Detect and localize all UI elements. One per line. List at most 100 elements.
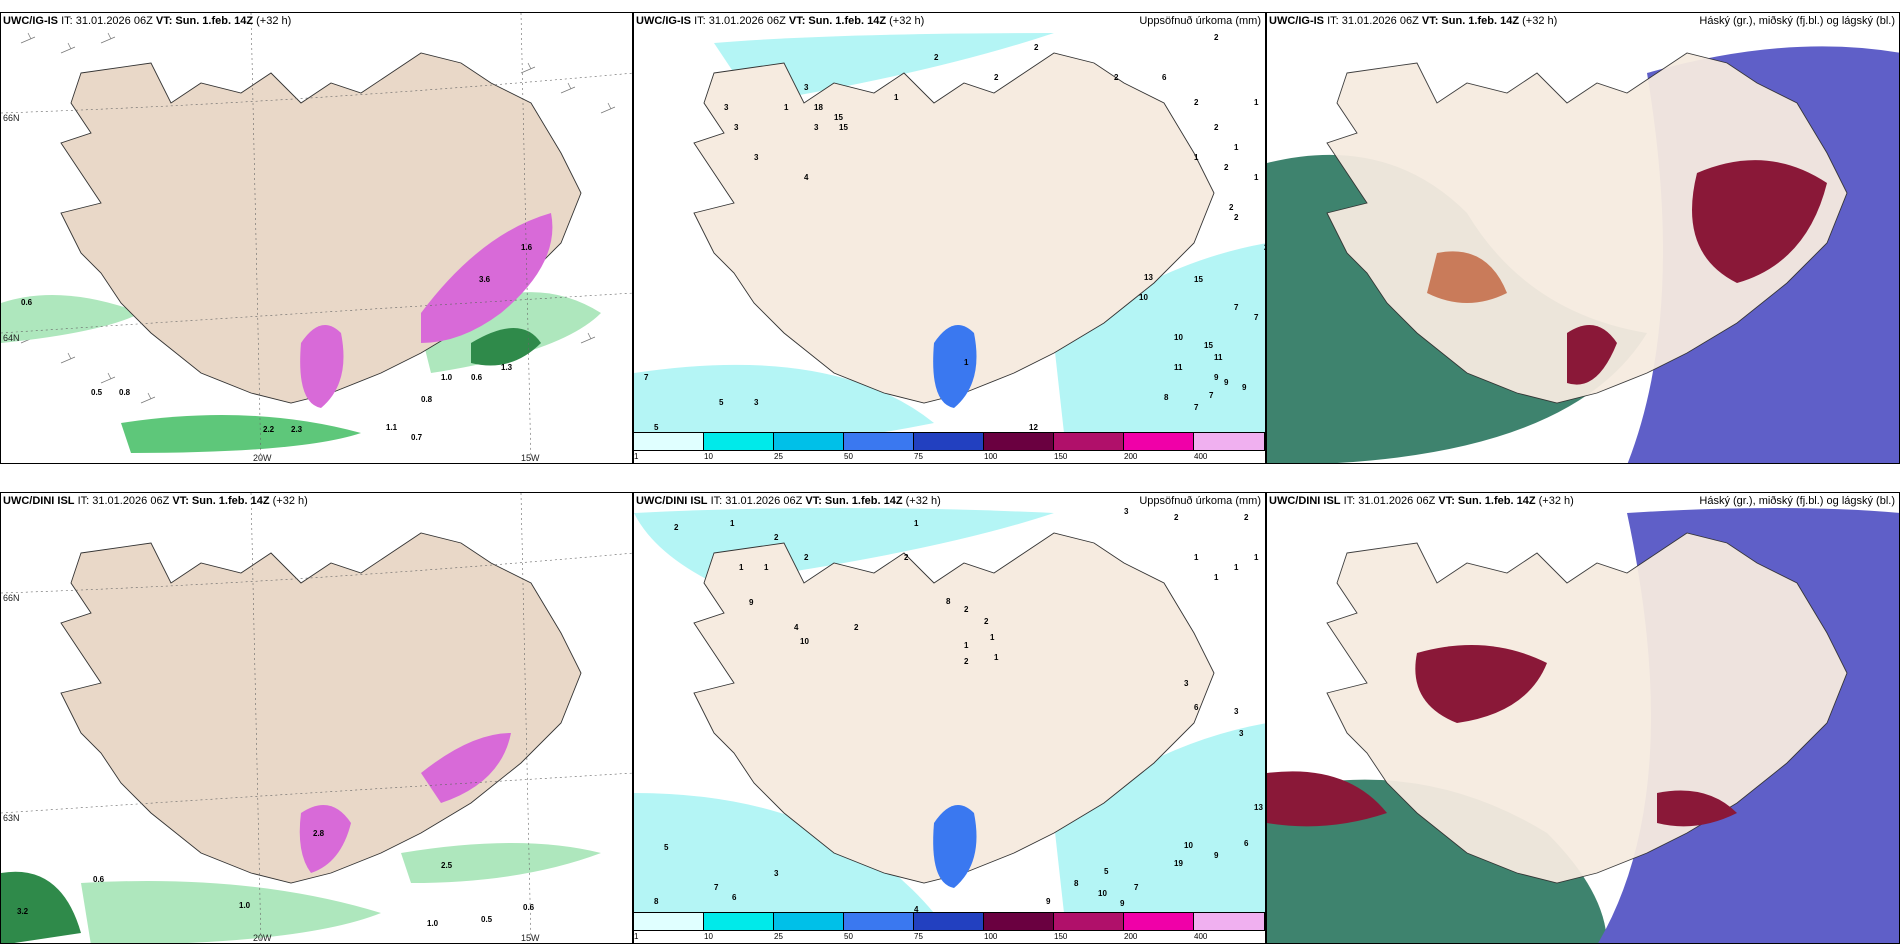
wind-map-panel-top[interactable]: UWC/IG-IS IT: 31.01.2026 06Z VT: Sun. 1.… <box>0 12 633 464</box>
precip-value: 1 <box>1214 573 1219 582</box>
value-label: 3.6 <box>479 275 491 284</box>
precip-value: 6 <box>1194 703 1199 712</box>
precip-shade-2 <box>634 793 934 933</box>
panel-title: Háský (gr.), miðský (fj.bl.) og lágský (… <box>1699 15 1895 27</box>
precip-snow-2 <box>421 213 553 343</box>
precip-value: 3 <box>754 398 759 407</box>
legend-swatch <box>1194 912 1265 931</box>
precip-value: 2 <box>854 623 859 632</box>
precip-value: 1 <box>1254 553 1259 562</box>
precip-value: 3 <box>734 123 739 132</box>
precip-value: 1 <box>764 563 769 572</box>
precip-value: 7 <box>1194 403 1199 412</box>
value-label: 0.6 <box>471 373 483 382</box>
value-label: 2.5 <box>441 861 453 870</box>
lat-label: 66N <box>3 593 20 603</box>
legend-swatch <box>774 912 844 931</box>
panel-title: Uppsöfnuð úrkoma (mm) <box>1139 15 1261 27</box>
value-label: 0.8 <box>421 395 433 404</box>
precip-value: 2 <box>1194 98 1199 107</box>
legend-label: 400 <box>1194 932 1208 941</box>
green-area <box>81 881 381 943</box>
cloud-high <box>1415 645 1547 723</box>
graticule <box>1 13 632 463</box>
green-area <box>1 295 141 343</box>
cloud-map-canvas <box>1267 493 1899 943</box>
precip-value: 2 <box>674 523 679 532</box>
precip-value: 3 <box>814 123 819 132</box>
legend-label: 75 <box>914 932 923 941</box>
cloud-map-panel-top[interactable]: UWC/IG-IS IT: 31.01.2026 06Z VT: Sun. 1.… <box>1266 12 1900 464</box>
precip-value: 1 <box>1194 153 1199 162</box>
legend-swatch <box>844 912 914 931</box>
precip-value: 1 <box>1254 173 1259 182</box>
precip-value: 2 <box>964 605 969 614</box>
legend-label: 50 <box>844 452 853 461</box>
wind-map-panel-bottom[interactable]: UWC/DINI ISL IT: 31.01.2026 06Z VT: Sun.… <box>0 492 633 944</box>
legend-label: 1 <box>634 452 639 461</box>
legend-swatch <box>1194 432 1265 451</box>
legend-swatch <box>704 912 774 931</box>
iceland-land <box>693 52 1215 404</box>
precip-value: 4 <box>914 905 919 914</box>
precip-map-canvas <box>634 508 1265 933</box>
wind-map-canvas <box>1 493 632 943</box>
panel-header: UWC/IG-IS IT: 31.01.2026 06Z VT: Sun. 1.… <box>3 15 292 27</box>
precip-value: 9 <box>1224 378 1229 387</box>
precip-value: 9 <box>1214 851 1219 860</box>
value-label: 3.2 <box>17 907 29 916</box>
precip-value: 2 <box>1229 203 1234 212</box>
precip-value: 3 <box>1124 507 1129 516</box>
precip-value: 7 <box>714 883 719 892</box>
precip-map-panel-top[interactable]: UWC/IG-IS IT: 31.01.2026 06Z VT: Sun. 1.… <box>633 12 1266 464</box>
precip-legend: 1 10 25 50 75 100 150 200 400 <box>634 432 1265 463</box>
precip-value: 2 <box>1114 73 1119 82</box>
precip-value: 3 <box>754 153 759 162</box>
precip-value: 2 <box>1174 513 1179 522</box>
precip-snow <box>300 325 344 408</box>
precip-value: 1 <box>1234 143 1239 152</box>
precip-value: 8 <box>1164 393 1169 402</box>
precip-legend: 1 10 25 50 75 100 150 200 400 <box>634 912 1265 943</box>
precip-value: 12 <box>1029 423 1038 432</box>
legend-label: 200 <box>1124 452 1138 461</box>
precip-value: 19 <box>1174 859 1183 868</box>
precip-value: 10 <box>800 637 809 646</box>
precip-value: 7 <box>1134 883 1139 892</box>
precip-value: 15 <box>834 113 843 122</box>
precip-snow <box>299 805 351 873</box>
precip-value: 2 <box>1234 213 1239 222</box>
legend-swatch <box>634 432 704 451</box>
panel-header: UWC/IG-IS IT: 31.01.2026 06Z VT: Sun. 1.… <box>1269 15 1558 27</box>
precip-value: 3 <box>1234 707 1239 716</box>
precip-map-panel-bottom[interactable]: UWC/DINI ISL IT: 31.01.2026 06Z VT: Sun.… <box>633 492 1266 944</box>
legend-label: 200 <box>1124 932 1138 941</box>
legend-label: 400 <box>1194 452 1208 461</box>
precip-value: 18 <box>814 103 823 112</box>
wind-map-canvas <box>1 13 632 463</box>
precip-value: 3 <box>774 869 779 878</box>
legend-swatch <box>984 912 1054 931</box>
panel-title: Háský (gr.), miðský (fj.bl.) og lágský (… <box>1699 495 1895 507</box>
precip-value: 1 <box>730 519 735 528</box>
precip-value: 6 <box>732 893 737 902</box>
panel-header: UWC/IG-IS IT: 31.01.2026 06Z VT: Sun. 1.… <box>636 15 925 27</box>
value-label: 1.1 <box>386 423 398 432</box>
green-area-2 <box>121 415 361 453</box>
legend-swatch <box>774 432 844 451</box>
iceland-land <box>1326 52 1848 404</box>
precip-value: 11 <box>1174 363 1183 372</box>
precip-value: 7 <box>644 373 649 382</box>
cloud-map-panel-bottom[interactable]: UWC/DINI ISL IT: 31.01.2026 06Z VT: Sun.… <box>1266 492 1900 944</box>
cloud-high-2 <box>1427 251 1507 303</box>
precip-value: 10 <box>1174 333 1183 342</box>
value-label: 0.5 <box>91 388 103 397</box>
precip-value: 13 <box>1144 273 1153 282</box>
value-label: 2.2 <box>263 425 275 434</box>
value-label: 1.0 <box>239 901 251 910</box>
precip-shade-3 <box>1054 723 1265 933</box>
precip-value: 1 <box>784 103 789 112</box>
precip-shade-2 <box>1054 243 1265 453</box>
precip-value: 2 <box>1214 33 1219 42</box>
precip-value: 3 <box>804 83 809 92</box>
